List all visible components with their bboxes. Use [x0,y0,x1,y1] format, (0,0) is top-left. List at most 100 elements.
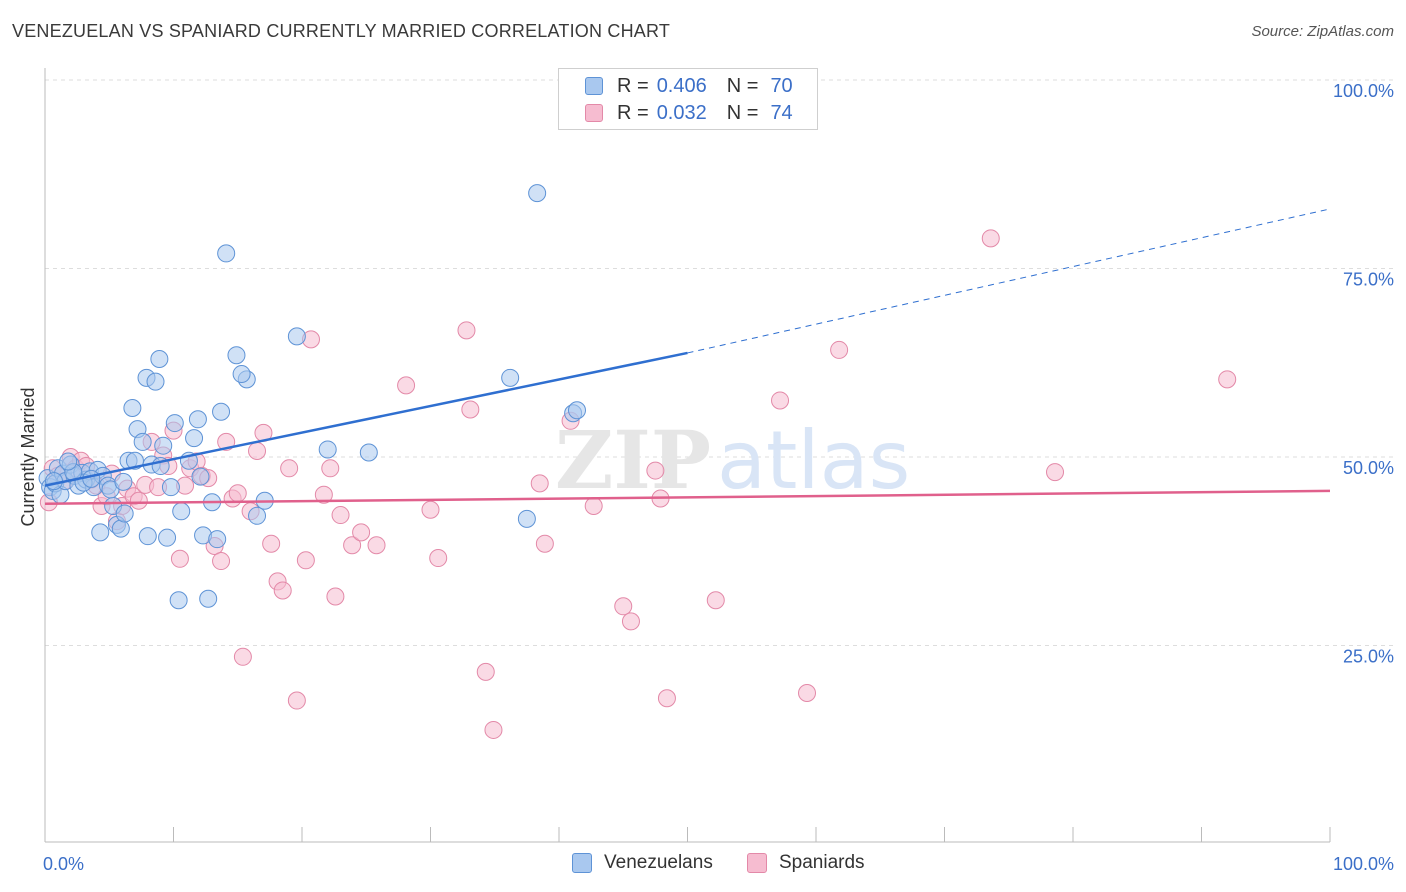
watermark-atlas: atlas [717,414,910,507]
spaniards-point [429,549,448,568]
venezuelans-point [123,398,142,417]
series-legend-venezuelans[interactable]: Venezuelans [572,852,713,874]
spaniards-point [484,720,503,739]
venezuelans-point [158,528,177,547]
spaniards-point [287,691,306,710]
venezuelans-point [212,402,231,421]
venezuelans-point [161,478,180,497]
venezuelans-point [165,414,184,433]
spaniards-point [535,534,554,553]
spaniards-point [584,497,603,516]
spaniards-point [421,500,440,519]
legend-swatch-venezuelans [585,77,603,95]
venezuelans-point [248,506,267,525]
spaniards-point [657,689,676,708]
legend-swatch-spaniards [585,104,603,122]
legend-r-label: R = [617,74,649,97]
venezuelans-point [199,589,218,608]
legend: R = 0.406 N = 70 R = 0.032 N = 74 [558,68,818,130]
venezuelans-point [146,372,165,391]
y-tick-label: 100.0% [1333,81,1394,101]
venezuelans-point [133,432,152,451]
venezuelans-point [114,472,133,491]
spaniards-point [397,376,416,395]
venezuelans-point [91,523,110,542]
spaniards-point [1218,370,1237,389]
venezuelans-point [567,401,586,420]
y-tick-label: 25.0% [1343,647,1394,667]
spaniards-point [343,536,362,555]
watermark-zip: ZIP [555,413,711,507]
x-tick-label-right: 100.0% [1333,854,1394,874]
spaniards-point [129,491,148,510]
venezuelans-point [150,349,169,368]
venezuelans-point [44,472,63,491]
spaniards-point [706,591,725,610]
legend-r-value: 0.406 [656,74,707,97]
spaniards-point [457,321,476,340]
spaniards-point [296,551,315,570]
spaniards-point [830,340,849,359]
venezuelans-point [172,502,191,521]
spaniards-point [367,536,386,555]
y-tick-label: 50.0% [1343,458,1394,478]
spaniards-point [476,662,495,681]
spaniards-point [262,534,281,553]
venezuelans-point [185,429,204,448]
venezuelans-points [38,184,586,610]
spaniards-point [280,459,299,478]
spaniards-point [352,523,371,542]
series-legend-spaniards[interactable]: Spaniards [747,852,865,874]
spaniards-point [331,506,350,525]
spaniards-point [530,474,549,493]
series-swatch-venezuelans [572,853,592,873]
legend-row-venezuelans: R = 0.406 N = 70 [585,74,793,98]
axis-labels: 100.0% 75.0% 50.0% 25.0% 0.0% 100.0% Currently… [18,81,1394,874]
venezuelans-point [82,469,101,488]
chart-source: Source: ZipAtlas.com [1251,23,1394,40]
venezuelans-point [115,504,134,523]
spaniards-point [326,587,345,606]
venezuelans-trend-line [44,351,688,487]
spaniards-point [1046,463,1065,482]
spaniards-point [771,391,790,410]
spaniards-point [461,400,480,419]
x-tick-label-left: 0.0% [43,854,84,874]
venezuelans-point [111,519,130,538]
legend-n-label: N = [726,101,759,124]
venezuelans-point [528,184,547,203]
venezuelans-point [169,591,188,610]
venezuelans-point [138,527,157,546]
venezuelans-point [59,452,78,471]
series-label-venezuelans: Venezuelans [604,852,713,873]
chart-title: VENEZUELAN VS SPANIARD CURRENTLY MARRIED… [12,21,671,41]
trend-lines [44,208,1331,505]
venezuelans-point [318,440,337,459]
legend-row-spaniards: R = 0.032 N = 74 [585,101,793,125]
venezuelans-point [191,467,210,486]
spaniards-point [614,597,633,616]
spaniards-point [228,484,247,503]
spaniards-point [646,461,665,480]
legend-r-value: 0.032 [656,101,707,124]
spaniards-trend-line [44,489,1331,505]
venezuelans-point [217,244,236,263]
watermark: ZIP atlas [555,413,910,507]
venezuelans-point [232,365,251,384]
spaniards-point [273,581,292,600]
spaniards-point [170,549,189,568]
venezuelans-trend-extension [687,208,1331,354]
spaniards-point [981,229,1000,248]
legend-r-label: R = [617,101,649,124]
series-swatch-spaniards [747,853,767,873]
venezuelans-point [227,346,246,365]
venezuelans-point [501,368,520,387]
legend-n-value: 70 [770,74,793,97]
spaniards-point [212,552,231,571]
y-tick-label: 75.0% [1343,270,1394,290]
spaniards-point [798,684,817,703]
legend-n-label: N = [726,74,759,97]
venezuelans-point [208,530,227,549]
y-axis-title: Currently Married [18,387,38,526]
